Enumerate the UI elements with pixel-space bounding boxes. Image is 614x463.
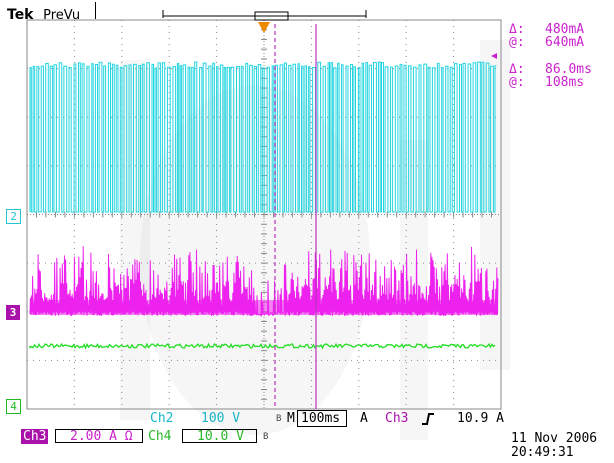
ch3-trace-band: [30, 300, 498, 315]
ch2-trace: [29, 61, 497, 213]
bandwidth-limit-icon: B: [276, 414, 282, 424]
time-delta-symbol: Δ:: [509, 62, 525, 77]
amplitude-delta-symbol: Δ:: [509, 22, 525, 37]
ch2-scale[interactable]: 100 V: [201, 411, 241, 426]
ch3-ground-marker[interactable]: 3: [6, 305, 20, 320]
amplitude-delta-value: 480mA: [545, 22, 585, 37]
ch2-ground-marker[interactable]: 2: [6, 209, 21, 224]
ch4-scale[interactable]: 10.0 V: [182, 429, 257, 444]
brand-logo: Tek: [7, 7, 34, 23]
ch2-label[interactable]: Ch2: [150, 411, 174, 426]
date-display: 11 Nov 2006: [511, 431, 598, 446]
amplitude-at-symbol: @:: [509, 35, 525, 50]
header: Tek PreVu: [7, 4, 80, 23]
trigger-position-marker[interactable]: [258, 22, 270, 33]
record-position-bar[interactable]: [162, 10, 367, 21]
header-divider: [95, 2, 96, 19]
graticule: [26, 19, 502, 410]
acquisition-mode: PreVu: [43, 8, 81, 23]
acquisition-indicator: A: [360, 411, 368, 426]
ch3-scale[interactable]: 2.00 A Ω: [55, 429, 143, 444]
timebase-box[interactable]: 100ms: [297, 410, 347, 427]
trigger-source[interactable]: Ch3: [385, 411, 409, 426]
time-delta-value: 86.0ms: [545, 62, 592, 77]
ch4-label[interactable]: Ch4: [148, 429, 172, 444]
ch4-ground-marker[interactable]: 4: [6, 399, 21, 414]
time-at-symbol: @:: [509, 75, 525, 90]
timebase-prefix: M: [287, 411, 295, 426]
ch4-bandwidth-icon: B: [263, 432, 269, 442]
ch4-trace: [29, 342, 496, 350]
trigger-level[interactable]: 10.9 A: [457, 411, 504, 426]
cursor-readout: Δ: 480mA @: 640mA Δ: 86.0ms @: 108ms: [509, 22, 592, 90]
timebase-value: 100ms: [301, 411, 341, 426]
waveform-traces: [29, 24, 499, 409]
trigger-level-marker[interactable]: [491, 53, 497, 59]
rising-edge-icon: [422, 413, 434, 425]
amplitude-at-value: 640mA: [545, 35, 585, 50]
ch3-label[interactable]: Ch3: [21, 429, 49, 444]
time-display: 20:49:31: [511, 445, 574, 460]
time-at-value: 108ms: [545, 75, 585, 90]
